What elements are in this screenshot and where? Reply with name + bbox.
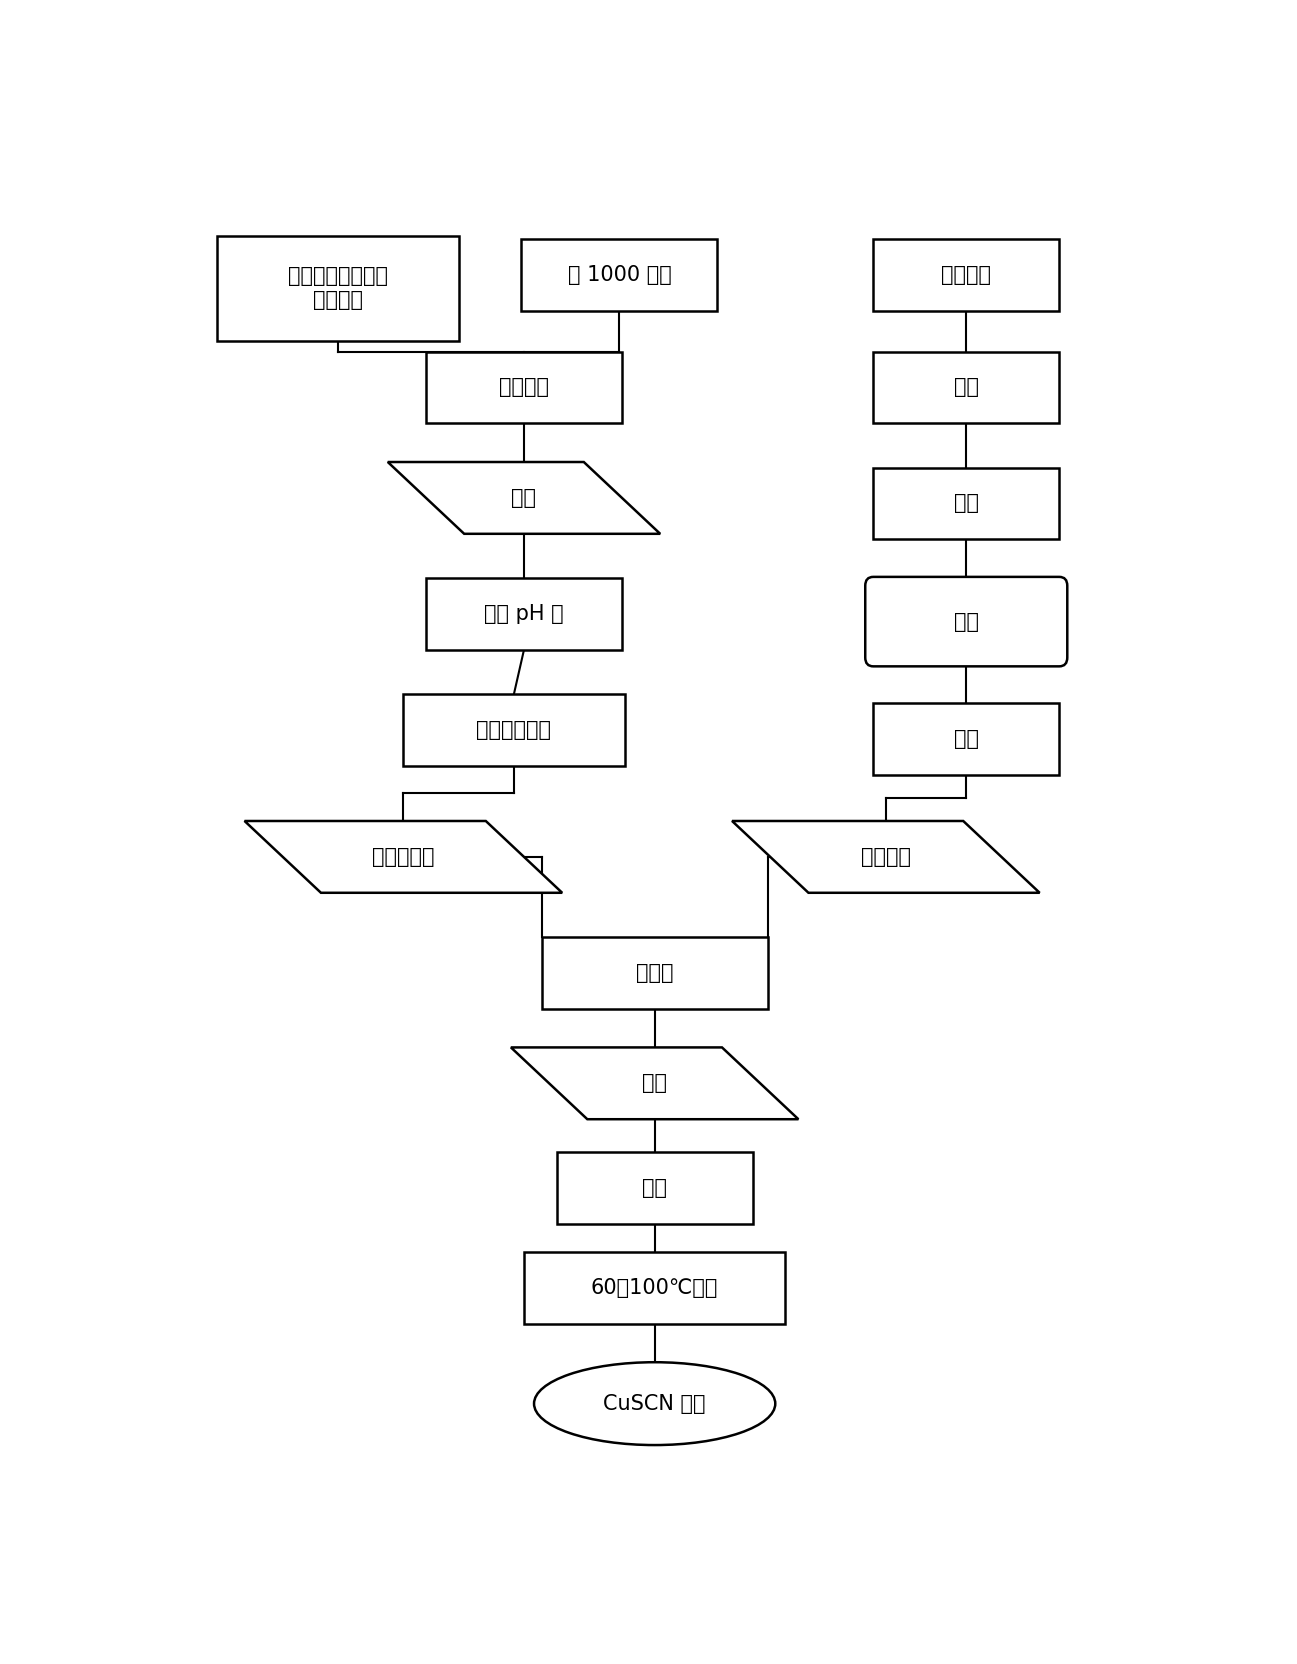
- Polygon shape: [732, 820, 1040, 894]
- FancyBboxPatch shape: [524, 1251, 785, 1323]
- FancyBboxPatch shape: [873, 702, 1060, 775]
- Text: 电沉积: 电沉积: [636, 963, 673, 983]
- Text: 酸洗: 酸洗: [953, 612, 979, 632]
- Text: 水洗: 水洗: [642, 1178, 667, 1198]
- FancyBboxPatch shape: [873, 240, 1060, 311]
- Ellipse shape: [534, 1363, 776, 1444]
- Text: 水洗: 水洗: [953, 729, 979, 749]
- FancyBboxPatch shape: [425, 351, 623, 423]
- FancyBboxPatch shape: [403, 694, 625, 765]
- Text: 60～100℃干燥: 60～100℃干燥: [591, 1278, 719, 1298]
- FancyBboxPatch shape: [542, 937, 768, 1008]
- FancyBboxPatch shape: [873, 468, 1060, 539]
- FancyBboxPatch shape: [865, 577, 1067, 666]
- Polygon shape: [388, 463, 660, 534]
- Text: 混合搅拌: 混合搅拌: [499, 378, 549, 398]
- Text: 清洁基底: 清洁基底: [861, 847, 910, 867]
- FancyBboxPatch shape: [521, 240, 717, 311]
- FancyBboxPatch shape: [218, 236, 459, 341]
- Polygon shape: [511, 1047, 799, 1120]
- Text: 量 1000 份水: 量 1000 份水: [568, 265, 672, 285]
- FancyBboxPatch shape: [425, 577, 623, 649]
- Text: 调节 pH 值: 调节 pH 值: [484, 604, 564, 624]
- Text: 称铜盐、硫氰酸盐
和螯合剂: 称铜盐、硫氰酸盐 和螯合剂: [288, 266, 388, 310]
- Text: 静止络合均化: 静止络合均化: [476, 721, 551, 740]
- Text: 薄膜: 薄膜: [642, 1073, 667, 1093]
- FancyBboxPatch shape: [556, 1153, 752, 1225]
- Text: CuSCN 薄膜: CuSCN 薄膜: [603, 1394, 706, 1414]
- Text: 电解质溶液: 电解质溶液: [372, 847, 434, 867]
- Polygon shape: [245, 820, 562, 894]
- Text: 碱洗: 碱洗: [953, 494, 979, 514]
- Text: 溶液: 溶液: [511, 488, 537, 508]
- FancyBboxPatch shape: [873, 351, 1060, 423]
- Text: 除油: 除油: [953, 378, 979, 398]
- Text: 沉积基底: 沉积基底: [942, 265, 991, 285]
